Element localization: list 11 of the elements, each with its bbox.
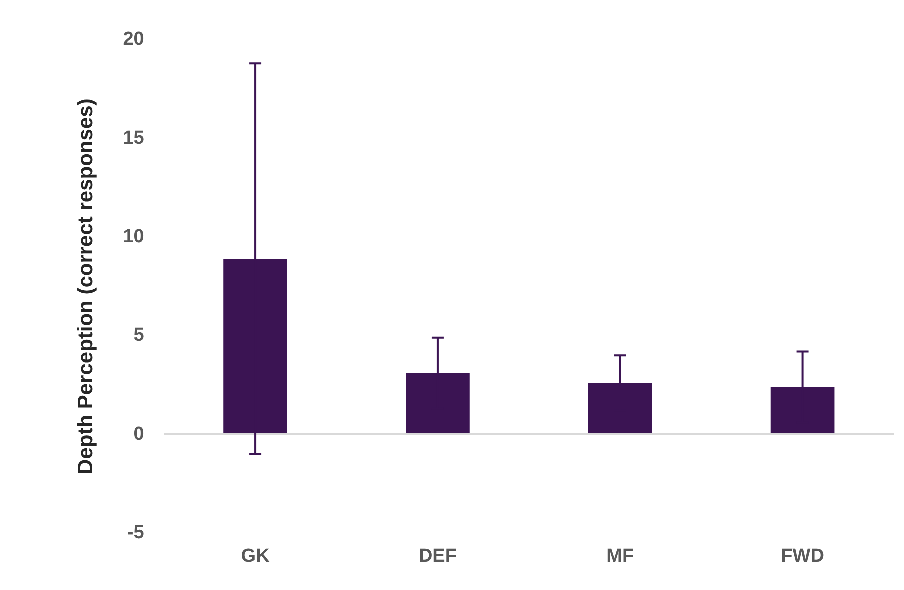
x-tick-label: MF (606, 546, 634, 567)
y-tick-label: -5 (127, 522, 145, 544)
y-tick-label: 10 (123, 226, 144, 248)
y-tick-label: 15 (123, 128, 145, 149)
x-tick-label: DEF (418, 546, 457, 567)
y-tick-label: 20 (123, 29, 144, 50)
y-axis-title: Depth Perception (correct responses) (74, 98, 98, 474)
y-tick-label: 0 (134, 424, 144, 445)
y-tick-label: 5 (134, 325, 145, 346)
x-tick-label: FWD (781, 546, 824, 567)
x-tick-label: GK (241, 546, 270, 567)
